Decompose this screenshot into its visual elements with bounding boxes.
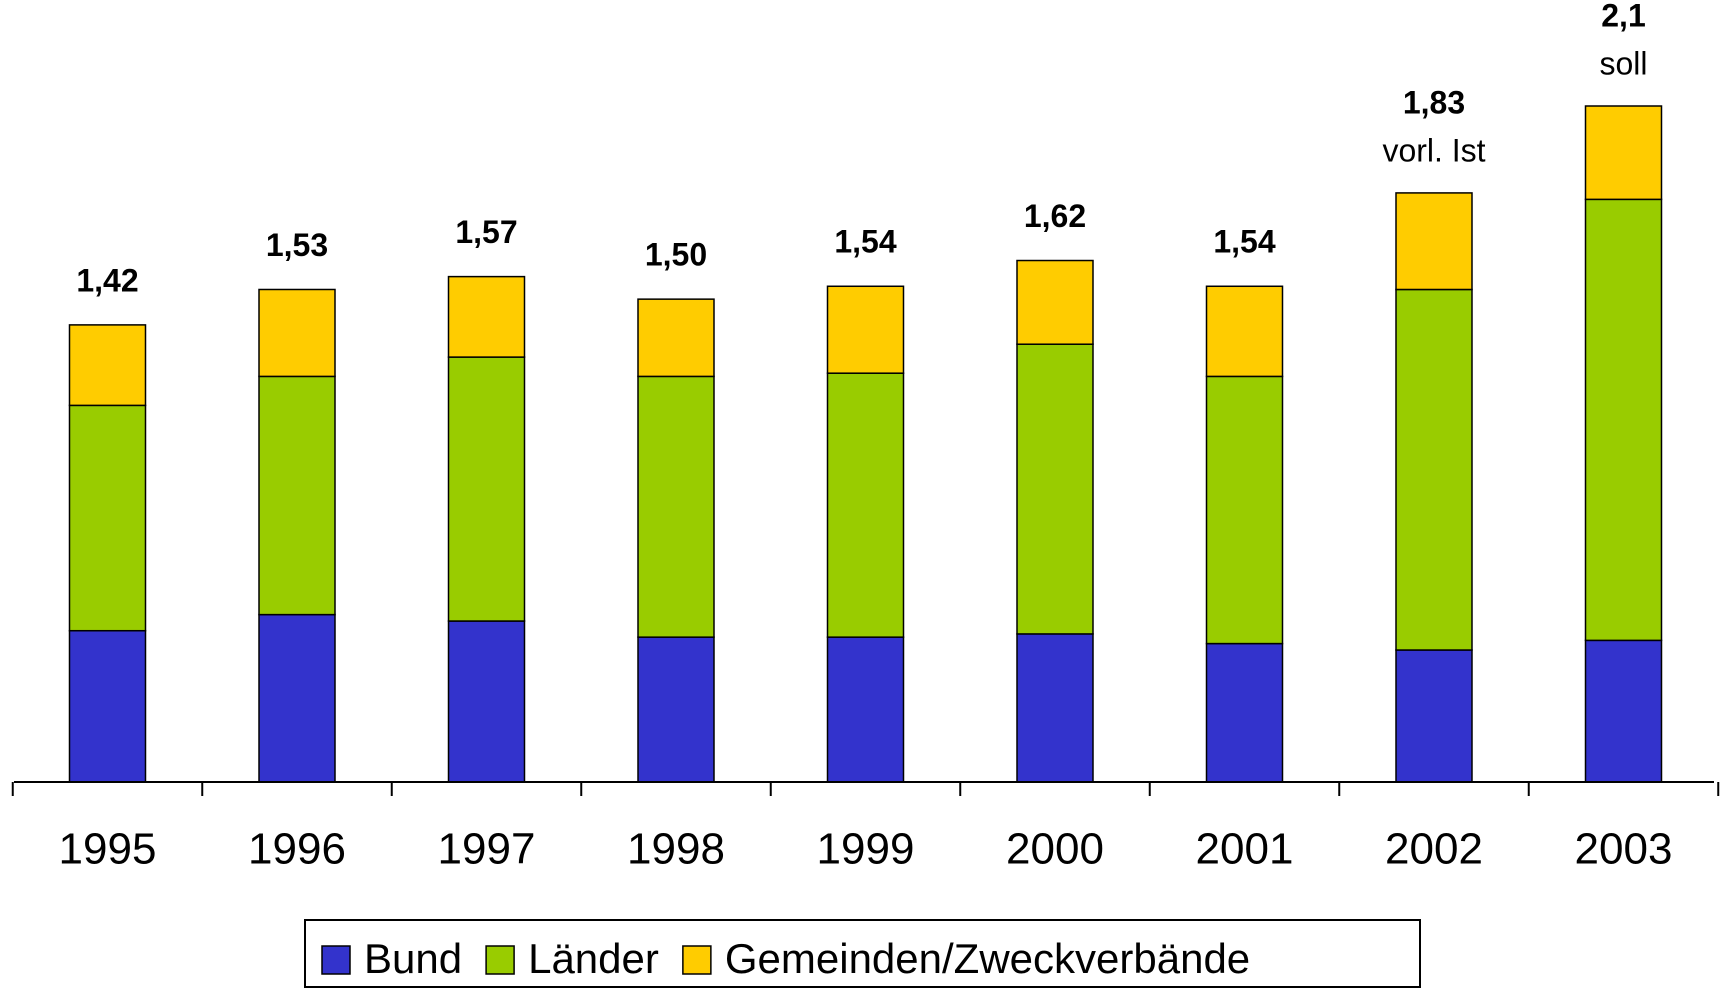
x-tick-label: 1997 — [438, 825, 536, 874]
bar-segment — [447, 275, 526, 358]
total-label: 2,1 — [1601, 0, 1645, 33]
legend-swatch — [485, 945, 515, 975]
bar-segment — [68, 324, 147, 407]
bar-segment — [1395, 288, 1473, 651]
total-label: 1,54 — [834, 224, 896, 260]
bar-segment — [1016, 633, 1094, 783]
bar-segment — [826, 285, 905, 374]
bar-segment — [637, 636, 715, 783]
bar-segment — [1016, 259, 1094, 345]
bar-segment — [1584, 639, 1663, 783]
bar-segment — [258, 288, 336, 378]
legend-swatch — [682, 945, 712, 975]
bar-segment — [826, 636, 905, 783]
legend-label: Gemeinden/Zweckverbände — [725, 935, 1250, 982]
x-tick-label: 2002 — [1385, 825, 1483, 874]
annotation: vorl. Ist — [1382, 132, 1485, 168]
total-label: 1,50 — [645, 237, 707, 273]
x-tick-label: 1995 — [59, 825, 157, 874]
total-label: 1,53 — [266, 227, 328, 263]
bar-segment — [68, 404, 147, 632]
total-label: 1,57 — [455, 214, 517, 250]
bar-segment — [1016, 343, 1094, 635]
bar-segment — [1395, 192, 1473, 291]
legend-label: Bund — [364, 935, 462, 982]
x-tick-label: 2003 — [1575, 825, 1673, 874]
total-label: 1,83 — [1403, 84, 1465, 120]
legend-swatch — [321, 945, 351, 975]
bar-segment — [68, 629, 147, 783]
bar-segment — [1584, 198, 1663, 642]
x-tick-label: 1998 — [627, 825, 725, 874]
bar-segment — [258, 613, 336, 783]
x-tick-label: 2000 — [1006, 825, 1104, 874]
bar-segment — [447, 620, 526, 783]
bar-segment — [1205, 285, 1284, 378]
bar-segment — [637, 375, 715, 638]
bar-segment — [826, 372, 905, 638]
bar-segment — [447, 356, 526, 622]
total-label: 1,42 — [76, 262, 138, 298]
x-tick-label: 1996 — [248, 825, 346, 874]
annotation: soll — [1599, 45, 1647, 81]
total-label: 1,54 — [1213, 224, 1275, 260]
total-label: 1,62 — [1024, 198, 1086, 234]
bar-segment — [637, 298, 715, 378]
bar-segment — [1395, 649, 1473, 783]
legend-label: Länder — [528, 935, 659, 982]
bar-segment — [258, 375, 336, 616]
x-tick-label: 1999 — [817, 825, 915, 874]
bar-segment — [1584, 105, 1663, 201]
bar-segment — [1205, 642, 1284, 783]
x-tick-label: 2001 — [1196, 825, 1294, 874]
bar-segment — [1205, 375, 1284, 645]
